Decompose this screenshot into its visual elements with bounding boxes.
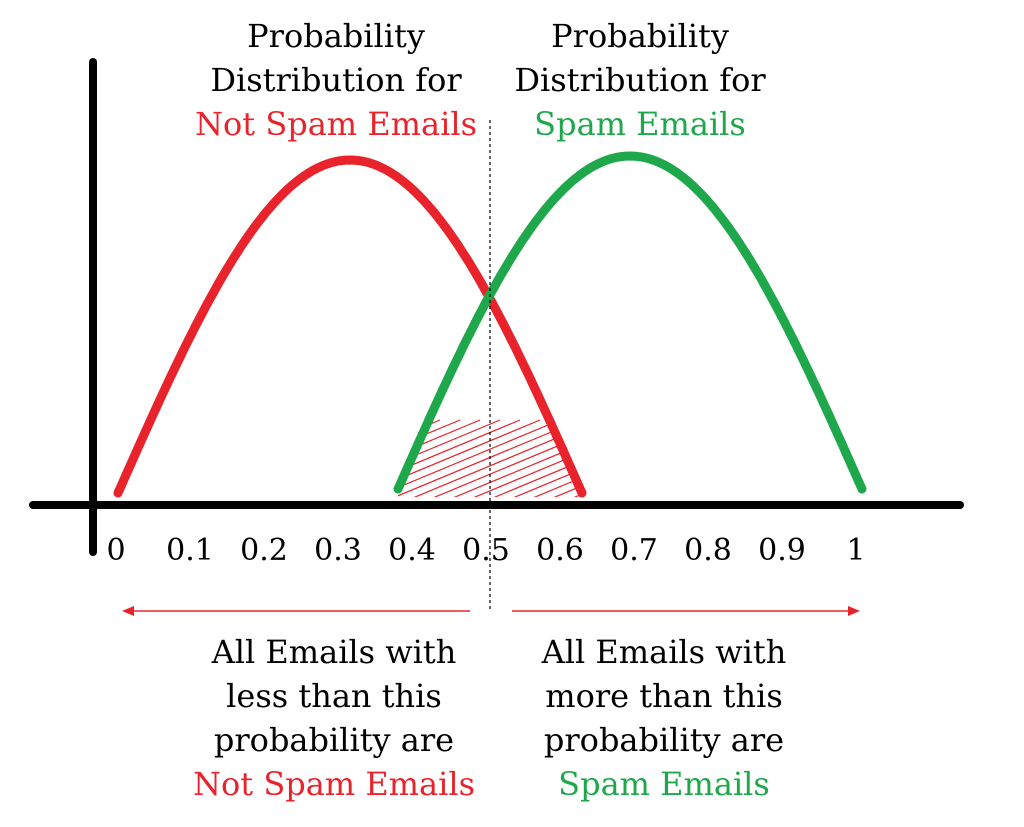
hatch-line: [398, 419, 501, 497]
x-tick-label: 0.1: [166, 533, 214, 568]
label-line: probability are: [213, 721, 455, 759]
hatch-line: [399, 419, 582, 497]
not-spam-distribution-curve: [113, 155, 587, 498]
below-threshold-label: All Emails with less than this probabili…: [184, 630, 484, 806]
spam-distribution-label: Probability Distribution for Spam Emails: [490, 14, 790, 146]
label-highlight: Not Spam Emails: [193, 765, 475, 803]
label-line: All Emails with: [541, 633, 787, 671]
label-highlight: Spam Emails: [558, 765, 770, 803]
hatch-line: [398, 419, 561, 497]
spam-distribution-curve: [393, 151, 867, 494]
label-line: All Emails with: [211, 633, 457, 671]
hatch-line: [398, 419, 481, 497]
label-line: Probability: [247, 17, 425, 55]
hatch-line: [398, 419, 581, 497]
x-tick-label: 0.3: [314, 533, 362, 568]
x-tick-label: 0.6: [536, 533, 584, 568]
label-line: Probability: [551, 17, 729, 55]
hatch-line: [439, 419, 582, 497]
x-tick-label: 0.5: [462, 533, 510, 568]
label-highlight: Spam Emails: [534, 105, 746, 143]
label-line: Distribution for: [210, 61, 462, 99]
label-line: probability are: [543, 721, 785, 759]
x-tick-label: 0.7: [610, 533, 658, 568]
label-highlight: Not Spam Emails: [195, 105, 477, 143]
label-line: more than this: [545, 677, 783, 715]
hatch-line: [398, 419, 541, 497]
x-tick-label: 0.8: [684, 533, 732, 568]
not-spam-distribution-label: Probability Distribution for Not Spam Em…: [186, 14, 486, 146]
x-tick-label: 1: [846, 533, 865, 568]
x-tick-labels: 0 0.1 0.2 0.3 0.4 0.5 0.6 0.7 0.8 0.9 1: [106, 533, 865, 568]
left-arrow-head: [122, 606, 134, 616]
x-tick-label: 0.2: [240, 533, 288, 568]
label-line: Distribution for: [514, 61, 766, 99]
label-line: less than this: [226, 677, 442, 715]
x-tick-label: 0: [106, 533, 125, 568]
x-tick-label: 0.9: [758, 533, 806, 568]
right-arrow-head: [848, 606, 860, 616]
direction-arrows: [122, 606, 860, 616]
x-tick-label: 0.4: [388, 533, 436, 568]
above-threshold-label: All Emails with more than this probabili…: [514, 630, 814, 806]
hatch-line: [419, 419, 582, 497]
